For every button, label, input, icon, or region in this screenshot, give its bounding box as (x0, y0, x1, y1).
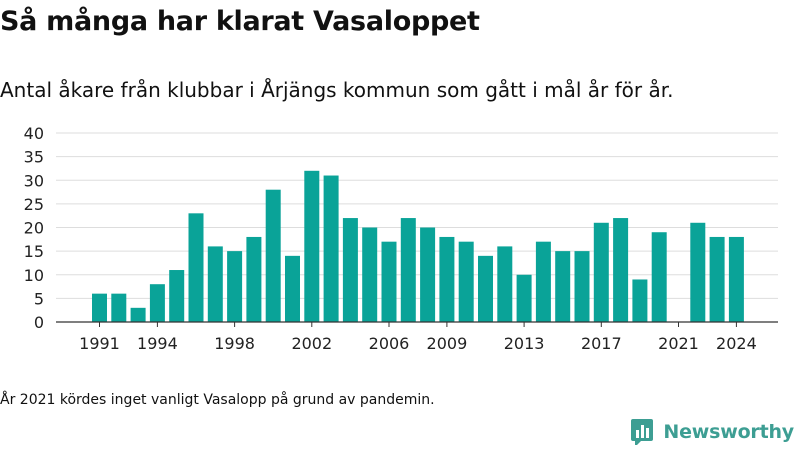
bar (342, 218, 358, 322)
bar (149, 284, 165, 322)
bar (169, 270, 185, 322)
bar (246, 236, 262, 322)
bar (130, 307, 146, 322)
bar (651, 232, 667, 322)
bar (265, 189, 281, 322)
bar (497, 246, 513, 322)
bar (555, 251, 571, 322)
y-tick-label: 35 (24, 148, 44, 167)
x-tick-label: 2006 (369, 334, 410, 353)
x-tick-label: 2013 (504, 334, 545, 353)
y-tick-label: 0 (34, 313, 44, 332)
x-tick-label: 2009 (427, 334, 468, 353)
x-tick-label: 2002 (291, 334, 332, 353)
bar (285, 255, 300, 322)
bar (709, 236, 725, 322)
y-tick-label: 10 (24, 266, 44, 285)
bar (458, 241, 474, 322)
brand-name: Newsworthy (663, 421, 794, 443)
bar (207, 246, 223, 322)
bar (478, 255, 493, 322)
x-tick-label: 2021 (658, 334, 699, 353)
bar-chart: 0 5 10 15 20 25 30 35 40 1991 1994 1998 2002 2006 2009… (24, 124, 778, 353)
bar (516, 274, 532, 322)
brand-logo: Newsworthy (631, 419, 794, 445)
chart-title: Så många har klarat Vasaloppet (0, 6, 480, 37)
x-tick-label: 1998 (214, 334, 255, 353)
bar (632, 279, 648, 322)
y-tick-label: 20 (24, 219, 44, 238)
x-tick-label: 1994 (137, 334, 178, 353)
bar (362, 227, 378, 322)
y-tick-label: 40 (24, 124, 44, 143)
x-tick-label: 2024 (716, 334, 757, 353)
bar (593, 222, 609, 322)
y-tick-label: 15 (24, 242, 44, 261)
bar (400, 218, 416, 322)
bar (111, 293, 127, 322)
bar (323, 175, 339, 322)
bar (439, 236, 455, 322)
y-tick-label: 5 (34, 289, 44, 308)
bar (613, 218, 629, 322)
bar (420, 227, 436, 322)
bar (574, 251, 590, 322)
bar (728, 236, 744, 322)
bar (92, 293, 107, 322)
bar (304, 170, 320, 322)
x-tick-label: 2017 (581, 334, 622, 353)
bar (381, 241, 397, 322)
bar-chart-icon (631, 419, 654, 445)
x-tick-label: 1991 (79, 334, 120, 353)
y-tick-label: 25 (24, 195, 44, 214)
footnote: År 2021 kördes inget vanligt Vasalopp på… (0, 392, 435, 408)
bar (188, 213, 204, 322)
bar (535, 241, 551, 322)
chart-subtitle: Antal åkare från klubbar i Årjängs kommu… (0, 78, 674, 102)
y-tick-label: 30 (24, 171, 44, 190)
bar (227, 251, 243, 322)
bar (690, 222, 706, 322)
